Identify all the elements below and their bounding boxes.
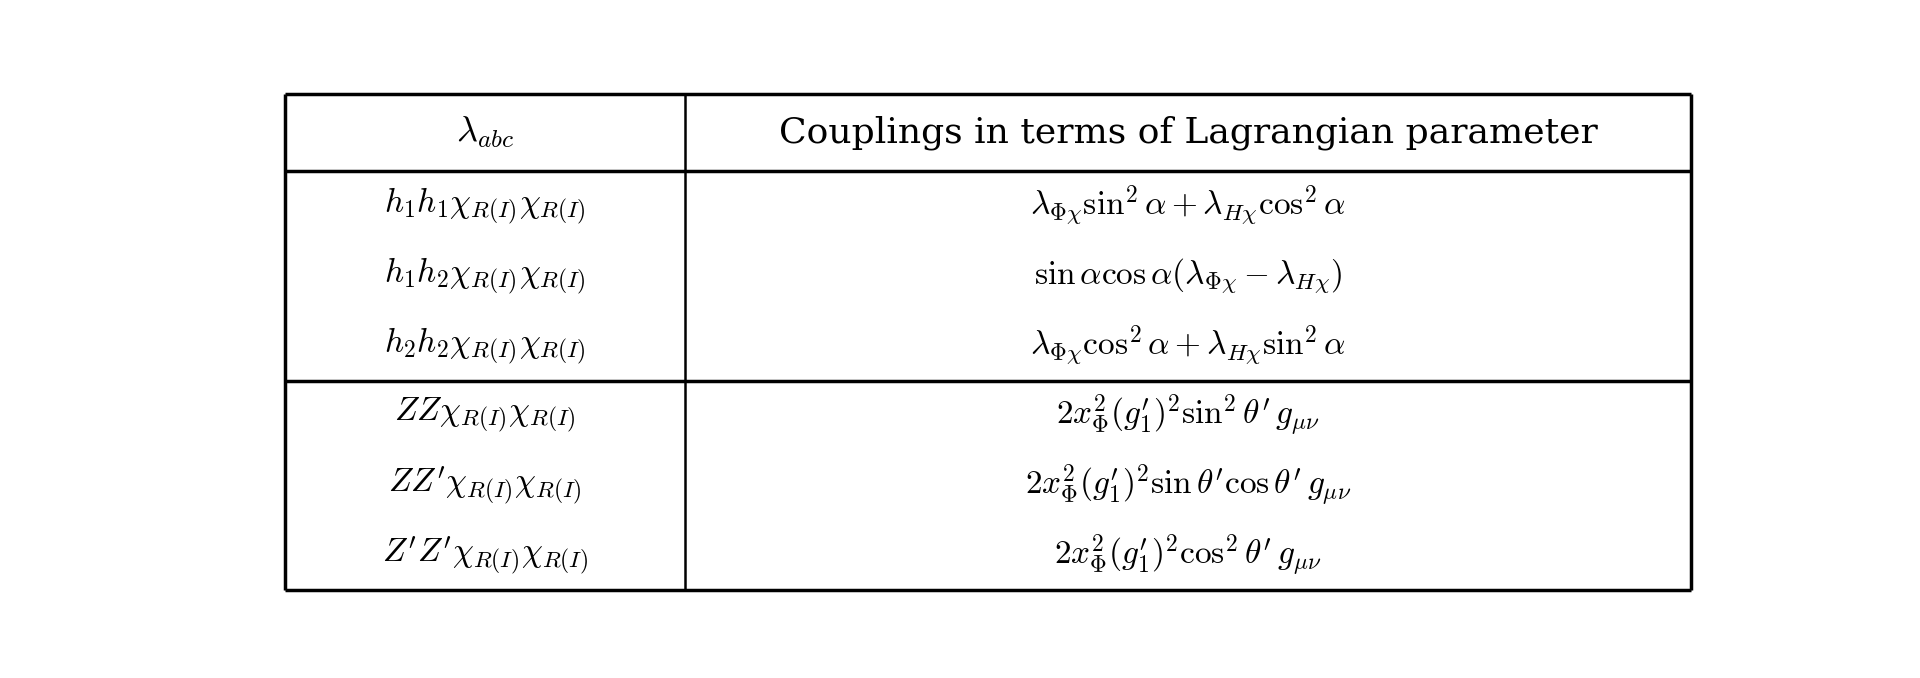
Text: $2x_{\Phi}^{2}(g_1')^2\sin^2\theta'\, g_{\mu\nu}$: $2x_{\Phi}^{2}(g_1')^2\sin^2\theta'\, g_… [1056, 393, 1319, 439]
Text: $ZZ\chi_{R(I)}\chi_{R(I)}$: $ZZ\chi_{R(I)}\chi_{R(I)}$ [394, 396, 576, 435]
Text: Couplings in terms of Lagrangian parameter: Couplings in terms of Lagrangian paramet… [780, 115, 1597, 150]
Text: $\lambda_{\Phi\chi}\sin^2\alpha + \lambda_{H\chi}\cos^2\alpha$: $\lambda_{\Phi\chi}\sin^2\alpha + \lambd… [1031, 184, 1346, 228]
Text: $Z'Z'\chi_{R(I)}\chi_{R(I)}$: $Z'Z'\chi_{R(I)}\chi_{R(I)}$ [382, 534, 588, 577]
Text: $2x_{\Phi}^{2}(g_1')^2\sin\theta'\cos\theta'\, g_{\mu\nu}$: $2x_{\Phi}^{2}(g_1')^2\sin\theta'\cos\th… [1025, 462, 1352, 508]
Text: $\lambda_{abc}$: $\lambda_{abc}$ [455, 115, 515, 151]
Text: $\sin\alpha\cos\alpha(\lambda_{\Phi\chi} - \lambda_{H\chi})$: $\sin\alpha\cos\alpha(\lambda_{\Phi\chi}… [1033, 257, 1342, 296]
Text: $h_2h_2\chi_{R(I)}\chi_{R(I)}$: $h_2h_2\chi_{R(I)}\chi_{R(I)}$ [384, 325, 586, 367]
Text: $\lambda_{\Phi\chi}\cos^2\alpha + \lambda_{H\chi}\sin^2\alpha$: $\lambda_{\Phi\chi}\cos^2\alpha + \lambd… [1031, 324, 1346, 368]
Text: $h_1h_1\chi_{R(I)}\chi_{R(I)}$: $h_1h_1\chi_{R(I)}\chi_{R(I)}$ [384, 186, 586, 227]
Text: $2x_{\Phi}^{2}(g_1')^2\cos^2\theta'\, g_{\mu\nu}$: $2x_{\Phi}^{2}(g_1')^2\cos^2\theta'\, g_… [1054, 532, 1321, 578]
Text: $ZZ'\chi_{R(I)}\chi_{R(I)}$: $ZZ'\chi_{R(I)}\chi_{R(I)}$ [388, 464, 582, 507]
Text: $h_1h_2\chi_{R(I)}\chi_{R(I)}$: $h_1h_2\chi_{R(I)}\chi_{R(I)}$ [384, 256, 586, 297]
